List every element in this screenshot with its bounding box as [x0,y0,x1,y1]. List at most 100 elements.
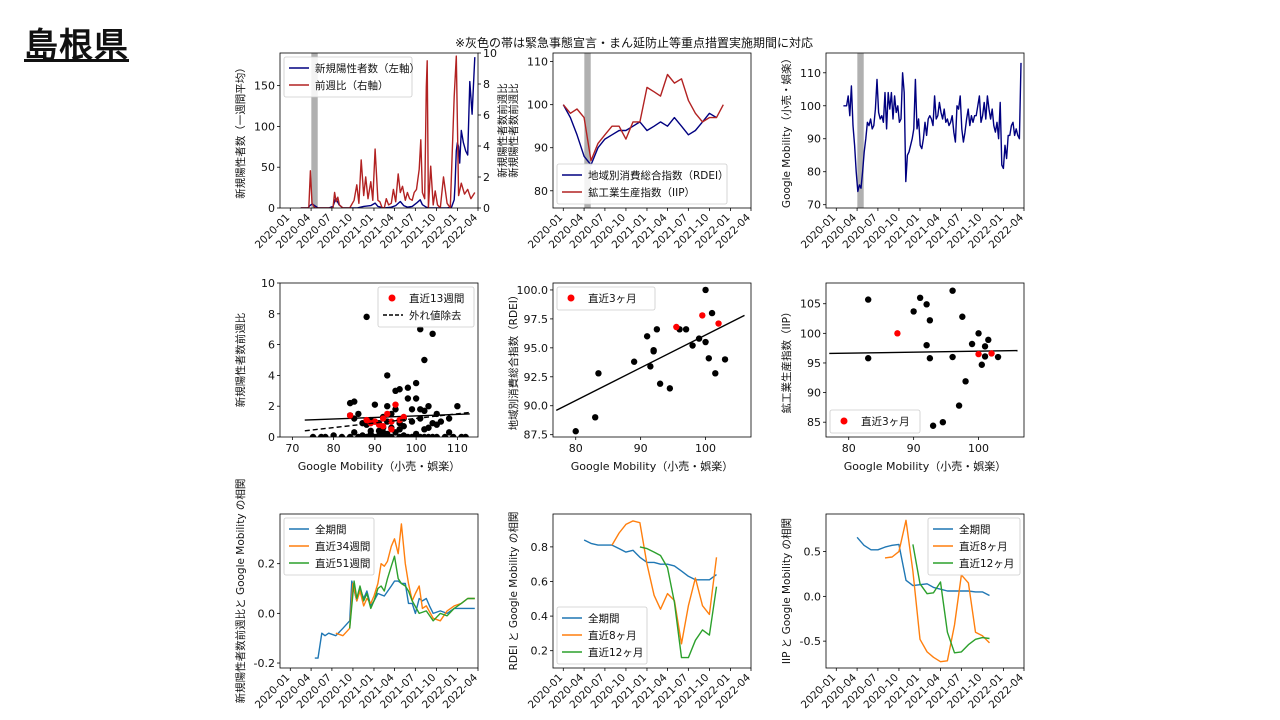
plot-frame [279,513,479,669]
series-line-2 [884,519,990,663]
series-line-1 [314,580,475,659]
y-tick-label: 0.0 [804,590,822,603]
series-line-3 [639,546,718,659]
legend-label: 直近13週間 [409,292,464,305]
regression-line [555,314,745,411]
scatter-point [425,403,432,410]
y-tick-label: 100 [527,99,548,112]
x-axis-label: Google Mobility（小売・娯楽） [844,459,1006,473]
series-line-3 [912,544,990,654]
scatter-point-recent [388,426,395,433]
y-tick-label: 100 [254,120,275,133]
scatter-point [355,410,362,418]
legend-label: 鉱工業生産指数（IIP） [588,186,695,199]
scatter-point [916,294,924,302]
chart-panel-p8: 0.20.40.60.82020-012020-042020-072020-10… [507,512,753,712]
y-tick-label: 50 [261,161,275,174]
y2-axis-label: 新規陽性者数前週比 [496,83,509,178]
y-tick-label: 85 [807,416,821,429]
scatter-point [926,317,934,324]
scatter-point [949,287,956,294]
legend-box [556,606,648,665]
scatter-point [417,326,424,333]
chart-panel-p5: 87.5 90.0 92.5 95.0 97.5 100.0 80 90 100 Google M… [507,282,752,473]
scatter-point-recent [699,312,706,319]
x-axis-label: Google Mobility（小売・娯楽） [298,459,460,473]
scatter-point-recent [673,323,680,331]
legend-label: 直近8ヶ月 [959,540,1008,553]
scatter-point [864,296,872,303]
y2-tick-label: 8 [483,78,490,91]
scatter-point [647,363,654,370]
y-tick-label: 0 [268,431,275,444]
shade-band [857,53,864,208]
y-tick-label: 92.5 [524,371,549,384]
figure-caption: ※灰色の帯は緊急事態宣言・まん延防止等重点措置実施期間に対応 [455,36,814,50]
plot-area [856,519,990,663]
y-tick-label: 0.5 [804,546,822,559]
x-tick-label: 80 [327,442,341,455]
scatter-point [994,353,1002,361]
scatter-point [309,433,317,437]
chart-panel-p9: -0.50.00.52020-012020-042020-072020-1020… [780,513,1026,711]
scatter-point [572,428,579,435]
scatter-point [985,336,992,344]
scatter-point [421,356,428,364]
y-axis-label: 新規陽性者数前週比 [507,83,520,178]
legend-box [829,409,921,434]
y-tick-label: 100 [800,100,821,113]
scatter-point [404,384,412,391]
plot-area [314,523,475,659]
scatter-point [392,387,399,394]
scatter-point [412,379,420,387]
scatter-point [949,353,956,361]
y2-tick-label: 0 [483,202,490,215]
legend-label: 直近12ヶ月 [588,646,643,659]
scatter-point [702,286,709,294]
plot-frame [279,282,479,438]
y-tick-label: 90 [534,142,548,155]
y-tick-label: 6 [268,339,275,352]
y-tick-label: 0.8 [531,541,549,554]
scatter-point [955,402,963,409]
y-tick-label: 95.0 [524,342,549,355]
x-tick-label: 90 [368,442,382,455]
y-tick-label: 0.0 [258,607,276,620]
scatter-point [712,370,719,377]
legend-marker [840,417,848,425]
legend-marker [388,294,396,302]
y-axis-label: 地域別消費総合指数（RDEI） [507,290,520,431]
plot-area [829,287,1018,437]
series-line-2 [562,73,724,162]
scatter-point [975,330,982,337]
scatter-point-recent [379,423,387,430]
scatter-point-recent [384,410,391,418]
x-tick-label: 70 [285,442,299,455]
scatter-point [705,355,713,362]
legend-label: 直近12ヶ月 [959,557,1014,570]
legend: 直近3ヶ月 [829,409,921,434]
scatter-point [595,370,602,377]
scatter-point [445,429,453,436]
y-axis-label: RDEI と Google Mobility の相関 [507,512,520,671]
plot-area [555,286,745,435]
x-tick-label: 100 [968,442,989,455]
plot-area [583,520,718,659]
shade-band [584,53,591,208]
scatter-point [396,426,403,433]
scatter-point [330,432,337,437]
y-tick-label: 0.2 [258,558,276,571]
scatter-point [968,340,976,348]
y-tick-label: 90 [807,133,821,146]
scatter-point-recent [400,413,407,421]
series-line-1 [583,539,717,581]
legend-box [283,517,375,576]
y2-tick-label: 10 [483,47,497,60]
legend-label: 直近51週間 [315,557,370,570]
y-tick-label: 0.6 [531,575,549,588]
scatter-point [981,343,989,350]
y-tick-label: 97.5 [524,313,549,326]
y-tick-label: 80 [807,166,821,179]
